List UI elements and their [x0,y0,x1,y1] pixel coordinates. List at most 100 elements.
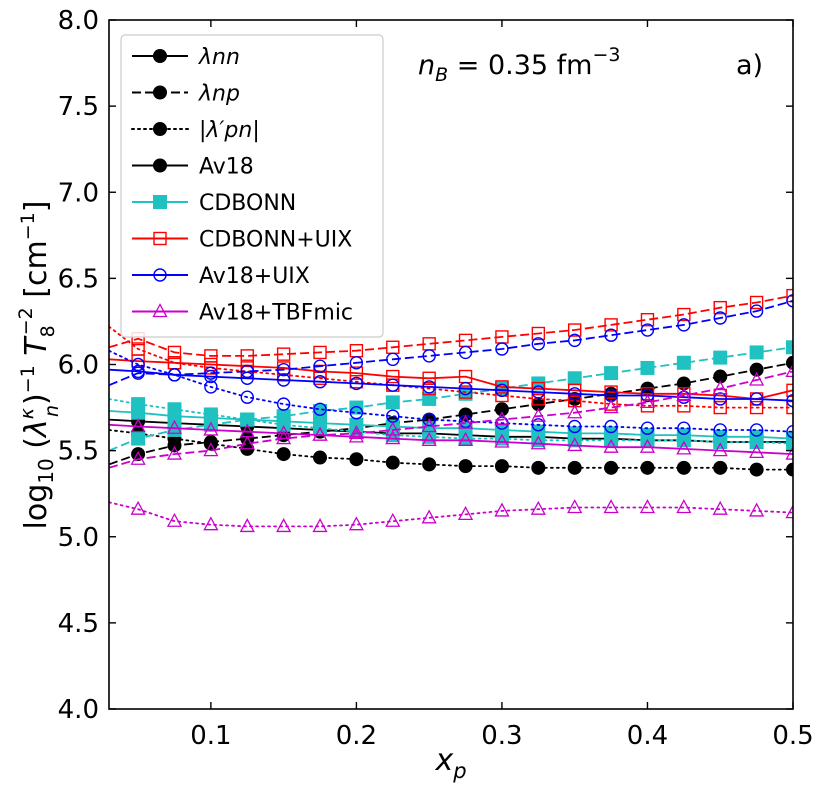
data-point [239,435,255,450]
y-tick-label: 5.5 [58,437,99,467]
data-point [640,421,655,435]
data-point [276,417,291,432]
data-point [240,371,254,385]
data-point [349,356,364,370]
legend-marker [153,122,167,136]
data-point [786,424,793,439]
data-point [713,423,727,437]
data-point [639,499,656,514]
data-point [166,512,183,527]
data-point [603,499,619,514]
data-point [349,366,364,380]
y-tick-label: 4.0 [58,695,99,725]
data-point [749,295,764,310]
legend-marker [153,268,167,282]
data-point [457,431,474,446]
legend-marker [153,49,167,63]
data-point [203,442,219,457]
data-point [203,421,219,436]
data-point [313,359,327,373]
data-point [204,369,218,384]
data-point [385,430,401,445]
series-layer [109,288,793,533]
legend-entry: Av18+TBFmic [132,301,353,326]
data-point [749,362,764,377]
data-point [167,345,182,360]
data-point [240,364,254,379]
data-point [312,518,328,533]
data-point [458,407,473,422]
series-line-12 [109,423,793,455]
data-point [749,443,765,458]
data-point [676,355,691,370]
data-point [786,294,793,308]
data-point [713,435,728,450]
y-tick-label: 5.0 [58,523,99,553]
data-point [495,380,509,394]
plot-frame [108,19,794,710]
data-point [677,318,691,332]
legend-label: Av18+TBFmic [199,301,353,326]
data-point [166,419,183,434]
data-point [604,328,618,342]
data-point [313,375,327,389]
x-tick-label: 0.2 [336,721,377,751]
legend-entry: CDBONN+UIX [132,228,352,253]
legend-marker [152,303,168,318]
data-point [713,300,727,315]
data-point [385,421,401,436]
legend-label: CDBONN [199,191,296,216]
data-point [386,369,400,384]
data-point [639,394,656,409]
data-point [749,392,764,406]
data-point [604,366,619,381]
y-axis-label: log10 (λκ n)−1 T8−2 [cm−1] [15,201,63,530]
data-point [131,431,146,446]
data-point [567,460,582,475]
data-point [677,307,691,322]
data-point [458,385,473,399]
data-point [567,437,583,452]
data-point [276,362,291,377]
data-point [530,500,546,515]
data-point [785,363,793,378]
data-point [604,397,618,411]
y-tick-label: 4.5 [58,609,99,639]
series-line-8 [109,325,793,409]
data-point [568,387,582,401]
data-point [348,516,364,531]
data-point [677,399,691,413]
data-point [457,505,474,521]
data-point [568,323,582,337]
x-axis-label: xp [434,743,466,783]
series-14 [109,499,793,533]
data-point [131,366,145,380]
data-point [349,376,364,391]
data-point [495,383,509,398]
legend-label: λnn [198,45,240,70]
data-point [131,342,145,356]
data-point [749,400,764,415]
data-point [749,304,764,318]
legend-box [120,34,384,338]
data-point [604,460,619,475]
legend-marker [153,85,167,100]
data-point [531,460,546,475]
data-point [494,433,510,448]
data-point [676,499,692,514]
data-point [458,345,473,360]
data-point [349,452,364,467]
data-point [676,376,691,391]
data-point [640,323,655,337]
data-point [239,518,255,533]
data-point [349,406,364,420]
data-point [240,390,254,404]
data-point [494,402,509,417]
series-13 [109,363,793,469]
data-point [131,357,145,372]
x-tick-label: 0.5 [772,721,813,751]
legend-label: λnp [198,82,240,107]
y-tick-label: 6.0 [58,351,99,381]
x-tick-label: 0.3 [481,721,522,751]
legend-entry: λnp [132,82,240,107]
